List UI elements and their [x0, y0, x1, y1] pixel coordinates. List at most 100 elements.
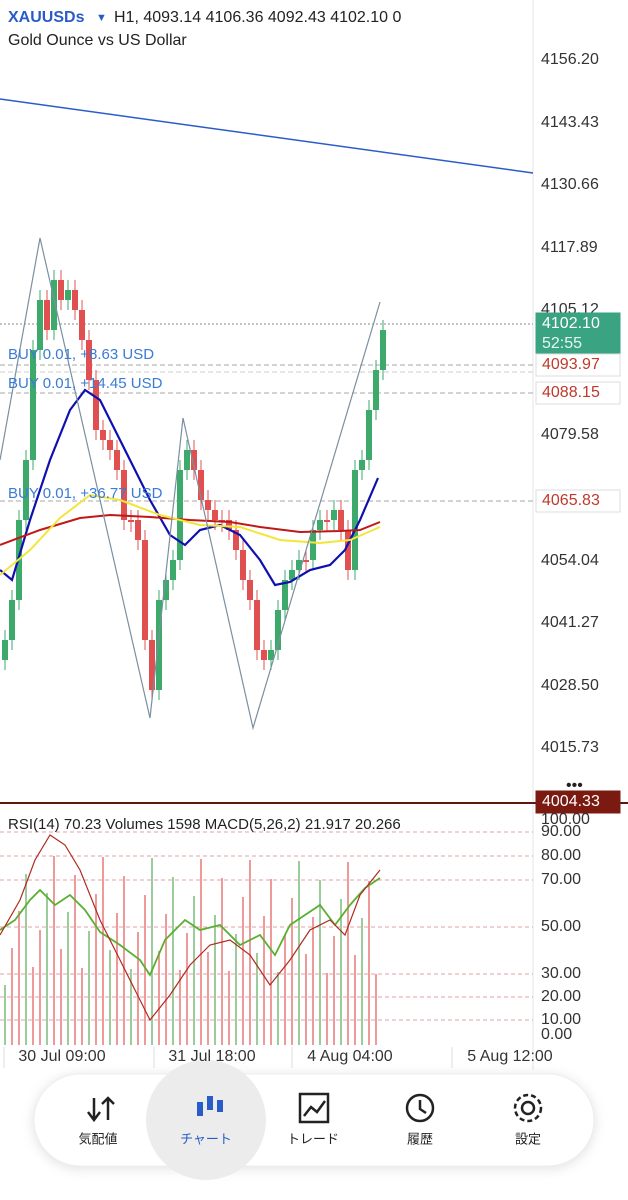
position-label[interactable]: BUY 0.01, +36.77 USD — [8, 485, 163, 502]
nav-item[interactable]: チャート — [180, 1131, 232, 1146]
indicator-axis-label: 90.00 — [541, 823, 581, 840]
price-tag-bg — [535, 353, 621, 377]
candle-body — [373, 370, 379, 410]
zigzag — [0, 237, 381, 731]
candle-body — [30, 350, 36, 460]
position-label[interactable]: BUY 0.01, +14.45 USD — [8, 375, 163, 392]
candle-body — [275, 610, 281, 650]
candle-body — [44, 300, 50, 330]
candle-body — [317, 520, 323, 530]
candle-body — [310, 530, 316, 560]
nav-item[interactable]: トレード — [287, 1131, 339, 1146]
candle-body — [212, 510, 218, 520]
price-axis-label: 4143.43 — [541, 114, 599, 131]
price-tag: 4102.10 — [542, 315, 600, 332]
candle-body — [51, 280, 57, 330]
nav-active-bg — [146, 1060, 266, 1180]
candle-body — [352, 470, 358, 570]
nav-item[interactable]: 設定 — [515, 1131, 541, 1146]
moving-average — [0, 388, 380, 587]
nav-item[interactable]: 履歴 — [407, 1131, 433, 1146]
price-tag-bg — [535, 489, 621, 513]
candle-body — [184, 450, 190, 470]
candle-body — [261, 650, 267, 660]
trend-line — [0, 98, 534, 174]
indicator-axis-label: 30.00 — [541, 965, 581, 982]
candle-body — [37, 300, 43, 350]
candle-body — [100, 430, 106, 440]
candle-body — [65, 290, 71, 300]
price-tag-bg — [535, 381, 621, 405]
indicator-axis-label: 80.00 — [541, 847, 581, 864]
macd-line — [0, 834, 381, 1022]
candle-body — [121, 470, 127, 520]
candle-body — [156, 600, 162, 690]
nav-item[interactable]: 気配値 — [78, 1131, 117, 1146]
candle-body — [296, 560, 302, 570]
candle-body — [72, 290, 78, 310]
price-axis-label: 4041.27 — [541, 614, 599, 631]
time-axis-label: 31 Jul 18:00 — [168, 1048, 255, 1065]
candle-body — [128, 520, 134, 522]
price-tag-bg — [535, 790, 621, 814]
price-axis-label: 4015.73 — [541, 739, 599, 756]
candle-body — [240, 550, 246, 580]
indicator-plot — [0, 831, 533, 1045]
candle-body — [177, 470, 183, 560]
candle-body — [345, 530, 351, 570]
price-axis-label: 4156.20 — [541, 51, 599, 68]
indicator-axis-label: 10.00 — [541, 1011, 581, 1028]
candle-body — [282, 580, 288, 610]
candle-body — [233, 530, 239, 550]
price-tag-bg — [535, 312, 621, 356]
price-axis-label: 4054.04 — [541, 552, 599, 569]
candle-body — [289, 570, 295, 580]
candle-body — [135, 520, 141, 540]
time-axis-label: 4 Aug 04:00 — [307, 1048, 393, 1065]
description: Gold Ounce vs US Dollar — [8, 32, 187, 49]
nav-icons — [87, 1092, 543, 1124]
moving-average — [0, 493, 381, 576]
candle-body — [198, 470, 204, 500]
price-axis-label: 4028.50 — [541, 677, 599, 694]
candle-body — [191, 450, 197, 470]
candle-body — [380, 330, 386, 370]
candle-body — [324, 520, 330, 522]
candle-body — [79, 310, 85, 340]
indicator-axis-label: 70.00 — [541, 871, 581, 888]
candle-body — [331, 510, 337, 520]
candle-body — [226, 520, 232, 530]
candle-body — [170, 560, 176, 580]
candle-body — [2, 640, 8, 660]
time-axis-label: 30 Jul 09:00 — [18, 1048, 105, 1065]
indicator-axis-label: 20.00 — [541, 988, 581, 1005]
price-tag: 4004.33 — [542, 793, 600, 810]
price-axis-label: 4117.89 — [541, 239, 598, 256]
more-icon[interactable]: ••• — [566, 777, 583, 794]
candle-body — [58, 280, 64, 300]
countdown: 52:55 — [542, 335, 582, 352]
price-axis-label: 4079.58 — [541, 426, 599, 443]
candle-body — [86, 340, 92, 380]
candle-body — [254, 600, 260, 650]
indicator-axis-label: 100.00 — [541, 811, 590, 828]
candle-body — [268, 650, 274, 660]
candle-body — [205, 500, 211, 510]
indicator-header: RSI(14) 70.23 Volumes 1598 MACD(5,26,2) … — [8, 816, 401, 833]
candle-body — [93, 380, 99, 430]
price-tag: 4093.97 — [542, 356, 600, 373]
candle-body — [303, 560, 309, 562]
candle-body — [107, 440, 113, 450]
symbol-dropdown-icon[interactable]: ▼ — [96, 12, 107, 24]
candle-body — [23, 460, 29, 520]
candle-body — [142, 540, 148, 640]
symbol[interactable]: XAUUSDs — [8, 9, 85, 26]
candle-body — [163, 580, 169, 600]
candle-body — [114, 450, 120, 470]
time-axis-label: 5 Aug 12:00 — [467, 1048, 553, 1065]
price-plot — [0, 237, 533, 731]
candle-body — [366, 410, 372, 460]
position-label[interactable]: BUY 0.01, +8.63 USD — [8, 346, 154, 363]
price-tag: 4088.15 — [542, 384, 600, 401]
